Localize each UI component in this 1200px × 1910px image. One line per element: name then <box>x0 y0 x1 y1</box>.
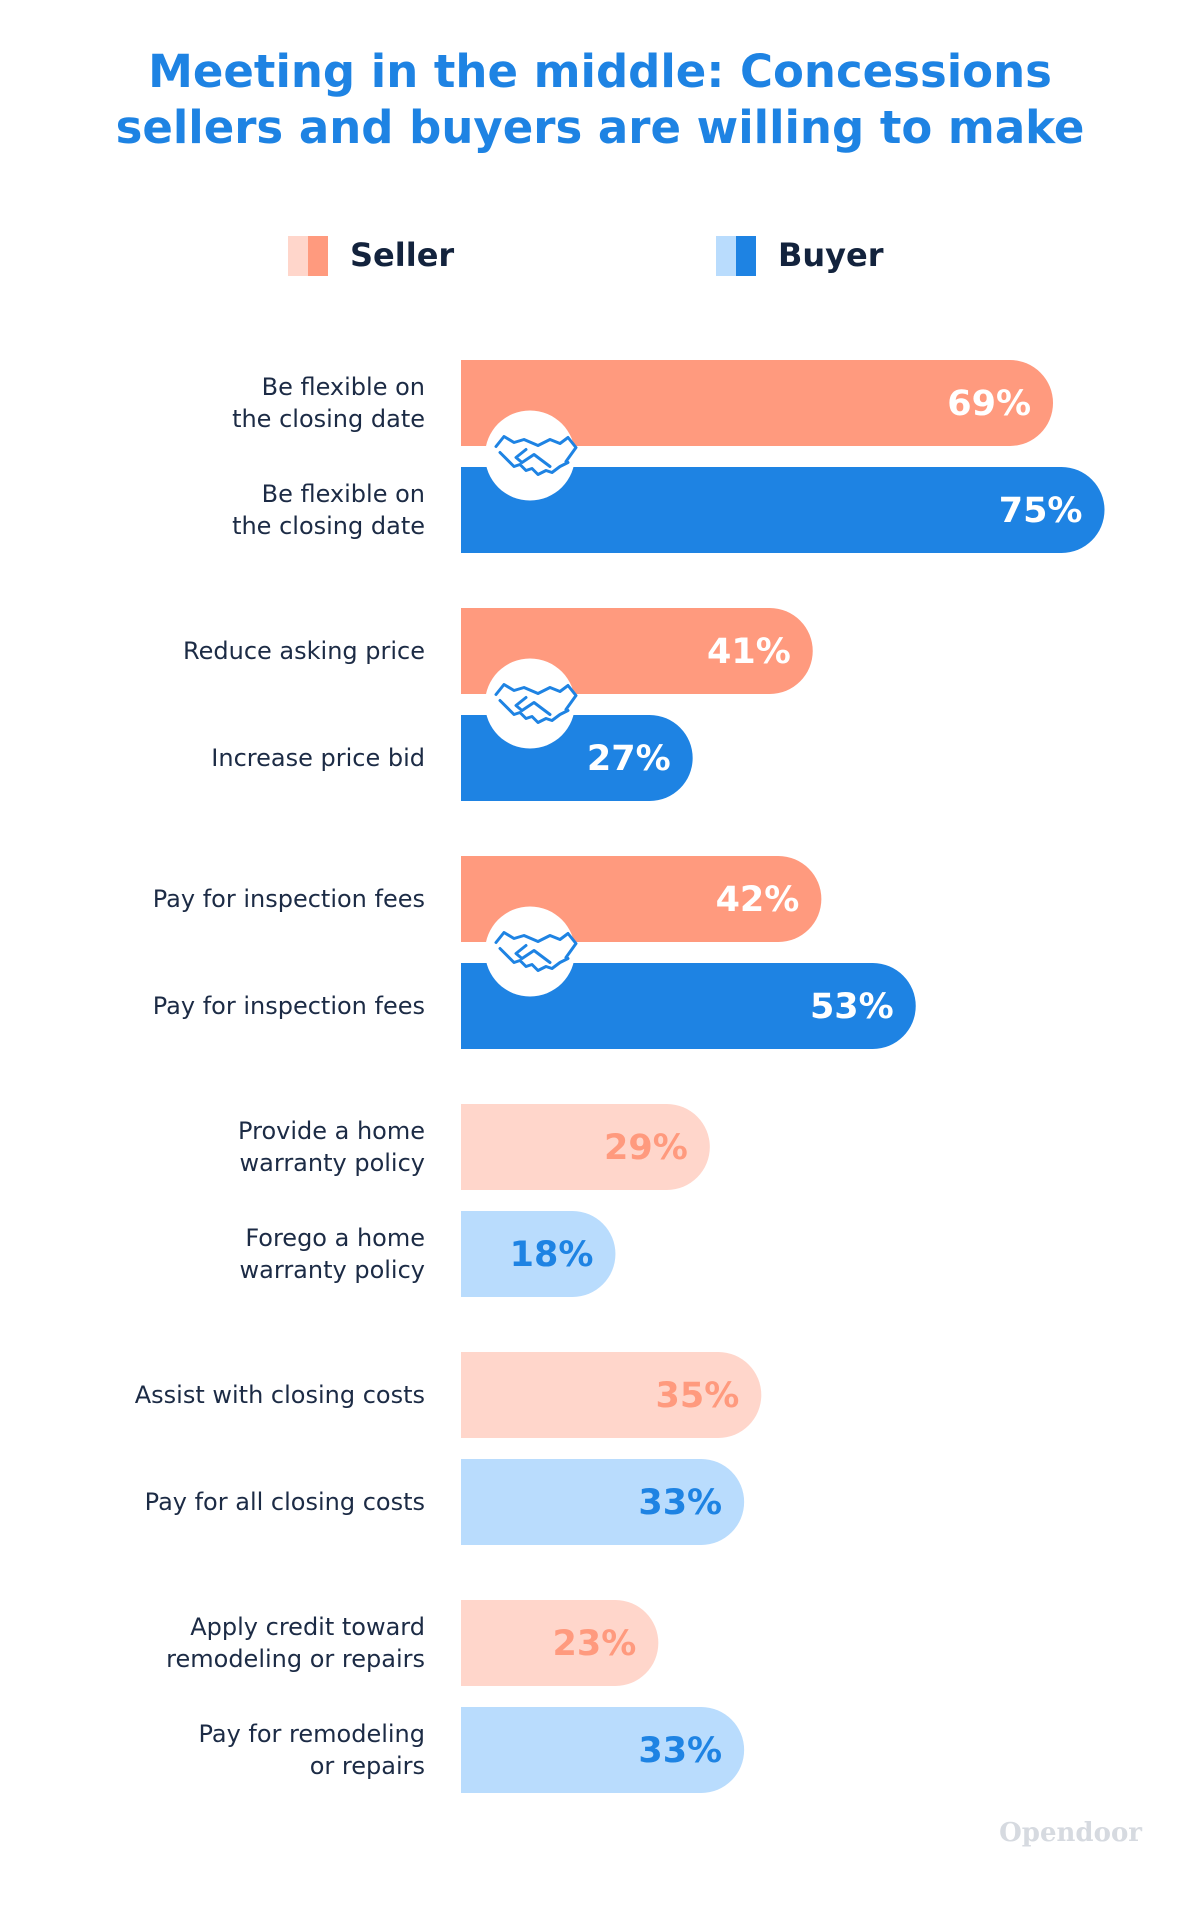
category-label: Pay for inspection fees <box>152 885 425 913</box>
value-label: 35% <box>656 1376 740 1416</box>
category-label: Be flexible on the closing date <box>232 373 425 433</box>
bar <box>461 1600 659 1686</box>
bar <box>461 1352 762 1438</box>
icon-line <box>498 947 570 972</box>
legend-label: Seller <box>350 236 455 274</box>
value-label: 18% <box>510 1235 594 1275</box>
category-label: Forego a home warranty policy <box>239 1224 425 1284</box>
category-label: Be flexible on the closing date <box>232 480 425 540</box>
handshake-icon <box>485 410 578 501</box>
chart-title: Meeting in the middle: Concessions selle… <box>115 45 1085 154</box>
category-label: Assist with closing costs <box>134 1381 425 1409</box>
icon-line <box>514 448 552 468</box>
handshake-icon <box>485 906 578 997</box>
bar <box>461 467 1105 553</box>
bar <box>461 1707 745 1793</box>
value-label: 42% <box>716 880 800 920</box>
bar <box>461 1459 745 1545</box>
value-label: 75% <box>999 491 1083 531</box>
bar <box>461 360 1054 446</box>
value-label: 53% <box>810 987 894 1027</box>
icon-line <box>494 683 578 711</box>
icon-line <box>494 931 578 959</box>
legend-swatch <box>736 236 756 276</box>
brand-logo: Opendoor <box>999 1818 1142 1848</box>
category-label: Provide a home warranty policy <box>238 1117 425 1177</box>
legend-swatch <box>716 236 736 276</box>
category-label: Pay for inspection fees <box>152 992 425 1020</box>
value-label: 33% <box>638 1731 722 1771</box>
value-label: 29% <box>604 1128 688 1168</box>
icon-line <box>494 435 578 463</box>
bar <box>461 963 916 1049</box>
legend-swatch <box>288 236 308 276</box>
value-label: 41% <box>707 632 791 672</box>
icon-line <box>514 696 552 716</box>
category-label: Pay for remodeling or repairs <box>198 1720 425 1780</box>
category-label: Pay for all closing costs <box>144 1488 425 1516</box>
value-label: 69% <box>947 384 1031 424</box>
bar <box>461 1211 616 1297</box>
value-label: 23% <box>553 1624 637 1664</box>
icon-line <box>498 451 570 476</box>
handshake-icon <box>485 658 578 749</box>
value-label: 33% <box>638 1483 722 1523</box>
bar <box>461 1104 710 1190</box>
legend-swatch <box>308 236 328 276</box>
category-label: Reduce asking price <box>183 637 425 665</box>
category-label: Apply credit toward remodeling or repair… <box>166 1613 425 1673</box>
legend-label: Buyer <box>778 236 884 274</box>
icon-line <box>514 944 552 964</box>
icon-line <box>498 699 570 724</box>
value-label: 27% <box>587 739 671 779</box>
category-label: Increase price bid <box>211 744 425 772</box>
